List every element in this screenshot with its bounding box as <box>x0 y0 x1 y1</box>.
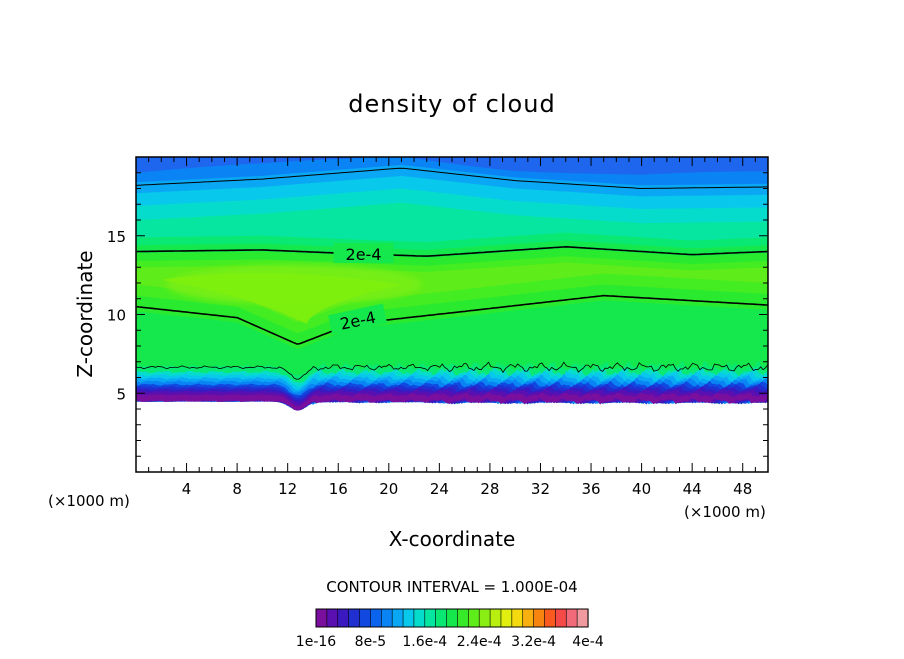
colorbar-swatch <box>565 608 578 628</box>
colorbar-swatch <box>315 608 328 628</box>
y-axis: 5 10 15 <box>107 172 768 457</box>
contour-line-2e-4-lower <box>136 294 768 345</box>
contour-label-bg-1 <box>333 242 394 263</box>
x-tick-label: 28 <box>480 480 499 498</box>
colorbar-frame <box>315 608 589 628</box>
colorbar: 1e-16 8e-5 1.6e-4 2.4e-4 3.2e-4 4e-4 <box>296 608 604 650</box>
x-tick-label: 48 <box>733 480 752 498</box>
contour-line-2e-4-upper <box>136 245 768 257</box>
y-tick-label: 10 <box>107 307 126 325</box>
y-axis-label: Z-coordinate <box>73 250 97 377</box>
colorbar-swatch <box>380 608 393 628</box>
x-tick-label: 40 <box>632 480 651 498</box>
x-tick-label: 44 <box>683 480 702 498</box>
colorbar-swatch <box>500 608 513 628</box>
contour-line-upper <box>136 167 768 190</box>
contour-label-1: 2e-4 <box>346 245 382 264</box>
colorbar-swatch <box>370 608 382 628</box>
contour-interval-text: CONTOUR INTERVAL = 1.000E-04 <box>326 578 577 596</box>
colorbar-tick-label: 1.6e-4 <box>402 634 447 650</box>
x-tick-label: 32 <box>531 480 550 498</box>
colorbar-swatch <box>391 608 404 628</box>
colorbar-swatch <box>424 608 437 628</box>
colorbar-swatch <box>348 608 361 628</box>
colorbar-swatch <box>544 608 556 628</box>
chart-title: density of cloud <box>348 90 555 118</box>
colorbar-swatch <box>359 608 371 628</box>
x-tick-label: 20 <box>379 480 398 498</box>
colorbar-swatch <box>337 608 350 628</box>
colorbar-tick-label: 8e-5 <box>355 634 386 650</box>
colorbar-swatch <box>457 608 469 628</box>
x-axis-label: X-coordinate <box>389 527 516 551</box>
x-axis: 4 8 12 16 20 24 28 32 36 40 44 48 <box>148 157 756 498</box>
x-tick-label: 36 <box>581 480 600 498</box>
x-tick-label: 24 <box>430 480 449 498</box>
colorbar-tick-label: 1e-16 <box>296 634 336 650</box>
contour-label-bg-2 <box>328 303 388 335</box>
colorbar-swatch <box>555 608 567 628</box>
colorbar-swatch <box>576 608 589 628</box>
x-tick-label: 4 <box>182 480 192 498</box>
colorbar-swatch <box>435 608 448 628</box>
colorbar-swatch <box>533 608 546 628</box>
colorbar-swatch <box>402 608 415 628</box>
x-unit-label: (×1000 m) <box>684 503 766 521</box>
z-unit-label: (×1000 m) <box>48 492 130 510</box>
plot-area: 2e-42e-4 <box>136 157 768 411</box>
density-max-region <box>161 273 402 324</box>
colorbar-tick-label: 3.2e-4 <box>511 634 556 650</box>
colorbar-tick-label: 2.4e-4 <box>457 634 502 650</box>
colorbar-swatch <box>468 608 480 628</box>
colorbar-swatch <box>446 608 459 628</box>
contour-line-cloud-base <box>136 361 768 380</box>
colorbar-tick-label: 4e-4 <box>572 634 604 650</box>
x-tick-label: 8 <box>232 480 242 498</box>
colorbar-swatch <box>326 608 339 628</box>
y-tick-label: 5 <box>116 385 126 403</box>
y-tick-label: 15 <box>107 228 126 246</box>
colorbar-swatch <box>511 608 524 628</box>
x-tick-label: 16 <box>329 480 348 498</box>
colorbar-swatch <box>413 608 426 628</box>
colorbar-swatch <box>478 608 491 628</box>
cloud-base-band-10 <box>136 392 768 411</box>
colorbar-swatch <box>489 608 502 628</box>
colorbar-swatch <box>522 608 535 628</box>
x-tick-label: 12 <box>278 480 297 498</box>
